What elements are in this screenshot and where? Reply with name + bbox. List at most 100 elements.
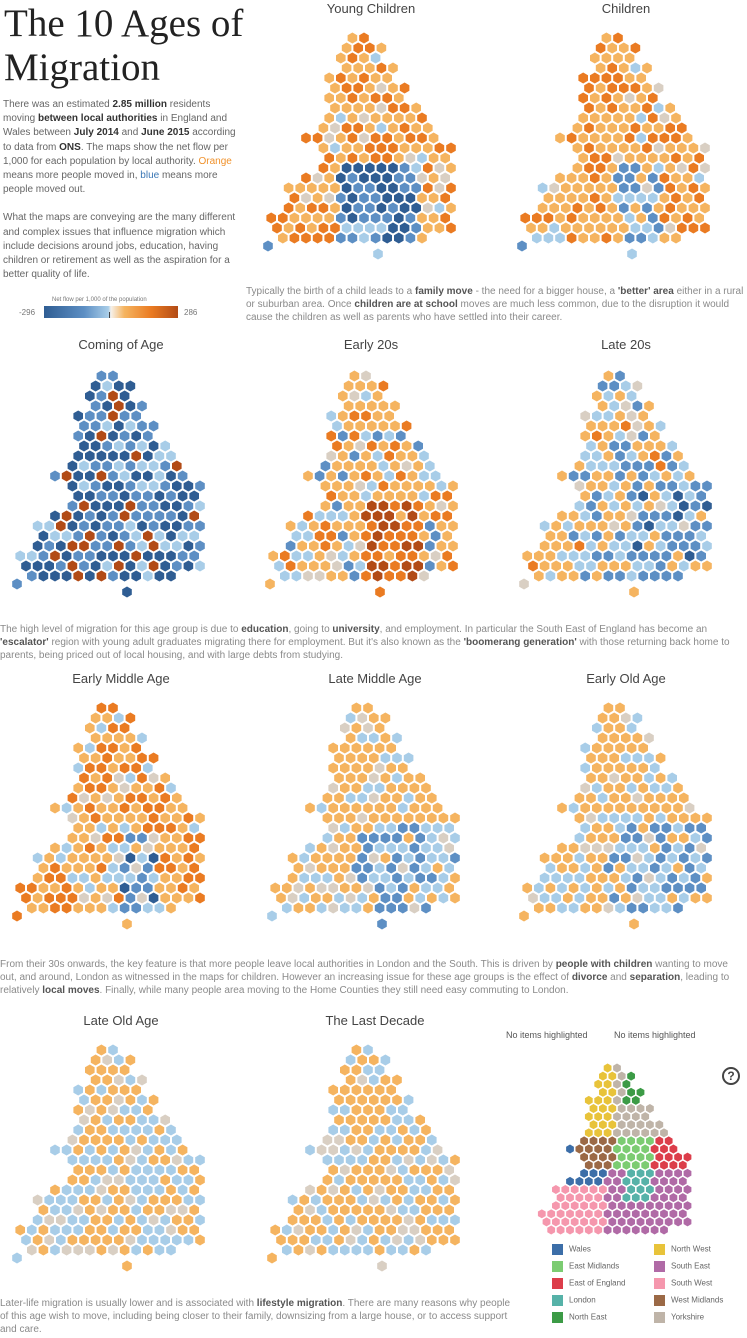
local-authority-hex[interactable]: [370, 231, 382, 245]
local-authority-hex[interactable]: [177, 801, 189, 815]
local-authority-hex[interactable]: [101, 1153, 113, 1167]
local-authority-hex[interactable]: [90, 851, 102, 865]
local-authority-hex[interactable]: [124, 1093, 136, 1107]
region-hex[interactable]: [593, 1208, 603, 1220]
local-authority-hex[interactable]: [550, 559, 562, 573]
region-hex[interactable]: [659, 1127, 669, 1139]
local-authority-hex[interactable]: [333, 871, 345, 885]
island-hex[interactable]: [374, 585, 386, 599]
local-authority-hex[interactable]: [148, 1173, 160, 1187]
local-authority-hex[interactable]: [612, 151, 624, 165]
local-authority-hex[interactable]: [393, 191, 405, 205]
local-authority-hex[interactable]: [403, 1153, 415, 1167]
local-authority-hex[interactable]: [629, 141, 641, 155]
local-authority-hex[interactable]: [300, 171, 312, 185]
local-authority-hex[interactable]: [653, 221, 665, 235]
local-authority-hex[interactable]: [397, 1203, 409, 1217]
local-authority-hex[interactable]: [43, 539, 55, 553]
local-authority-hex[interactable]: [159, 1193, 171, 1207]
local-authority-hex[interactable]: [177, 549, 189, 563]
local-authority-hex[interactable]: [136, 831, 148, 845]
region-hex[interactable]: [617, 1167, 627, 1179]
local-authority-hex[interactable]: [597, 459, 609, 473]
local-authority-hex[interactable]: [310, 1233, 322, 1247]
local-authority-hex[interactable]: [142, 469, 154, 483]
local-authority-hex[interactable]: [556, 801, 568, 815]
local-authority-hex[interactable]: [626, 549, 638, 563]
local-authority-hex[interactable]: [55, 539, 67, 553]
local-authority-hex[interactable]: [602, 489, 614, 503]
local-authority-hex[interactable]: [49, 881, 61, 895]
local-authority-hex[interactable]: [84, 1163, 96, 1177]
local-authority-hex[interactable]: [182, 1233, 194, 1247]
local-authority-hex[interactable]: [374, 1203, 386, 1217]
local-authority-hex[interactable]: [647, 111, 659, 125]
region-hex[interactable]: [560, 1216, 570, 1228]
local-authority-hex[interactable]: [385, 801, 397, 815]
local-authority-hex[interactable]: [66, 499, 78, 513]
local-authority-hex[interactable]: [72, 569, 84, 583]
local-authority-hex[interactable]: [408, 881, 420, 895]
local-authority-hex[interactable]: [539, 871, 551, 885]
region-hex[interactable]: [593, 1176, 603, 1187]
local-authority-hex[interactable]: [556, 569, 568, 583]
local-authority-hex[interactable]: [358, 231, 370, 245]
island-hex[interactable]: [628, 917, 640, 931]
local-authority-hex[interactable]: [182, 1193, 194, 1207]
local-authority-hex[interactable]: [360, 549, 372, 563]
local-authority-hex[interactable]: [426, 1213, 438, 1227]
local-authority-hex[interactable]: [672, 861, 684, 875]
local-authority-hex[interactable]: [620, 379, 632, 393]
local-authority-hex[interactable]: [381, 151, 393, 165]
region-hex[interactable]: [612, 1127, 622, 1139]
local-authority-hex[interactable]: [676, 141, 688, 155]
local-authority-hex[interactable]: [568, 469, 580, 483]
region-hex[interactable]: [565, 1224, 575, 1236]
local-authority-hex[interactable]: [372, 469, 384, 483]
local-authority-hex[interactable]: [406, 529, 418, 543]
local-authority-hex[interactable]: [568, 529, 580, 543]
local-authority-hex[interactable]: [693, 211, 705, 225]
region-hex[interactable]: [659, 1208, 669, 1220]
local-authority-hex[interactable]: [643, 479, 655, 493]
local-authority-hex[interactable]: [397, 1223, 409, 1237]
local-authority-hex[interactable]: [136, 1113, 148, 1127]
local-authority-hex[interactable]: [391, 1233, 403, 1247]
local-authority-hex[interactable]: [136, 1153, 148, 1167]
local-authority-hex[interactable]: [78, 1173, 90, 1187]
local-authority-hex[interactable]: [562, 519, 574, 533]
local-authority-hex[interactable]: [600, 211, 612, 225]
region-hex[interactable]: [588, 1184, 599, 1195]
region-hex[interactable]: [598, 1167, 608, 1179]
local-authority-hex[interactable]: [346, 71, 358, 85]
local-authority-hex[interactable]: [95, 901, 107, 915]
local-authority-hex[interactable]: [403, 1233, 415, 1247]
local-authority-hex[interactable]: [591, 449, 603, 463]
local-authority-hex[interactable]: [548, 201, 560, 215]
local-authority-hex[interactable]: [403, 1133, 415, 1147]
local-authority-hex[interactable]: [379, 1073, 391, 1087]
local-authority-hex[interactable]: [142, 781, 154, 795]
local-authority-hex[interactable]: [403, 1093, 415, 1107]
local-authority-hex[interactable]: [362, 801, 374, 815]
local-authority-hex[interactable]: [296, 519, 308, 533]
local-authority-hex[interactable]: [159, 1213, 171, 1227]
local-authority-hex[interactable]: [32, 1233, 44, 1247]
local-authority-hex[interactable]: [606, 141, 618, 155]
local-authority-hex[interactable]: [124, 1053, 136, 1067]
local-authority-hex[interactable]: [329, 221, 341, 235]
local-authority-hex[interactable]: [350, 801, 362, 815]
local-authority-hex[interactable]: [666, 499, 678, 513]
local-authority-hex[interactable]: [78, 811, 90, 825]
local-authority-hex[interactable]: [591, 529, 603, 543]
local-authority-hex[interactable]: [585, 479, 597, 493]
local-authority-hex[interactable]: [379, 1233, 391, 1247]
local-authority-hex[interactable]: [664, 221, 676, 235]
local-authority-hex[interactable]: [426, 1133, 438, 1147]
local-authority-hex[interactable]: [78, 459, 90, 473]
local-authority-hex[interactable]: [352, 201, 364, 215]
local-authority-hex[interactable]: [343, 499, 355, 513]
region-hex[interactable]: [603, 1159, 613, 1171]
local-authority-hex[interactable]: [49, 1143, 61, 1157]
local-authority-hex[interactable]: [393, 131, 405, 145]
